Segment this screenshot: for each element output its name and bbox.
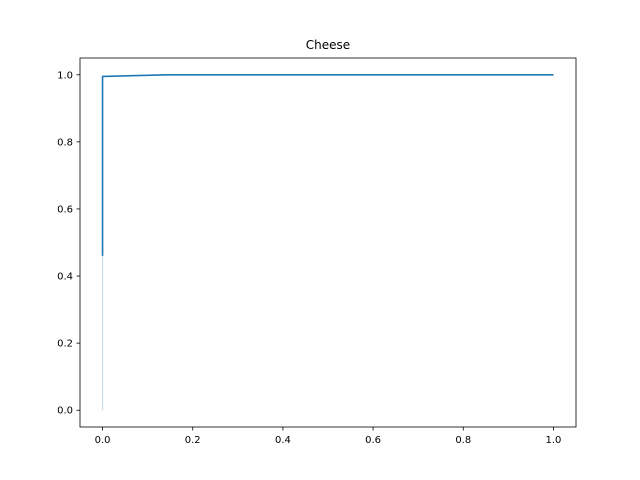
series-layer: [101, 73, 554, 411]
y-tick-label: 0.2: [57, 339, 73, 350]
y-tick-label: 1.0: [57, 70, 73, 81]
x-tick-label: 0.8: [455, 435, 471, 446]
x-tick-label: 0.4: [275, 435, 291, 446]
y-tick-label: 0.6: [57, 204, 73, 215]
y-tick-label: 0.4: [57, 272, 73, 283]
y-tick-label: 0.8: [57, 137, 73, 148]
x-tick-label: 1.0: [546, 435, 562, 446]
plot-frame: [79, 57, 577, 428]
series-line-1: [101, 73, 554, 256]
y-tick-label: 0.0: [57, 406, 73, 417]
x-axis: 0.0 0.2 0.4 0.6 0.8 1.0: [95, 427, 562, 446]
x-tick-label: 0.2: [185, 435, 201, 446]
chart-title: Cheese: [306, 38, 350, 52]
x-tick-label: 0.6: [365, 435, 381, 446]
x-tick-label: 0.0: [95, 435, 111, 446]
y-axis: 0.0 0.2 0.4 0.6 0.8 1.0: [57, 70, 80, 417]
